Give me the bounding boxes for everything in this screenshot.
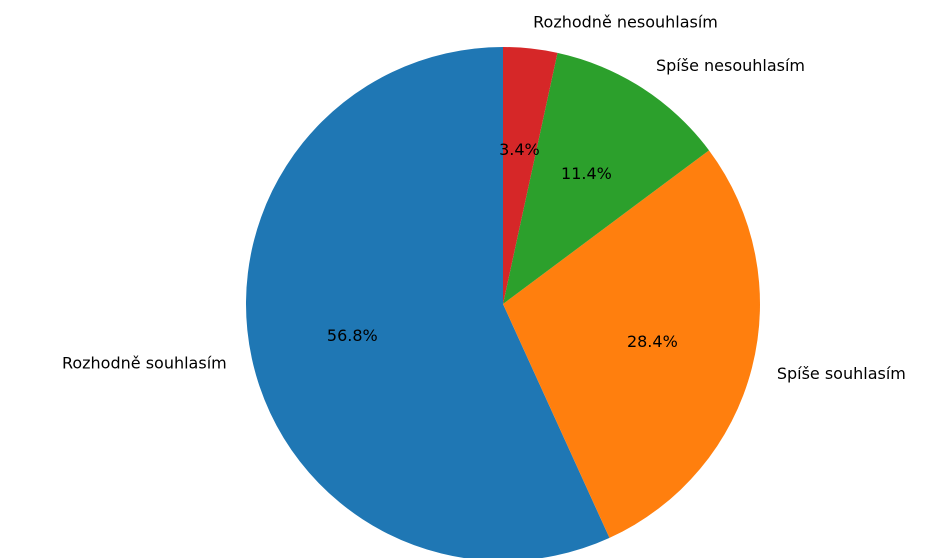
- pie-slice: [503, 52, 710, 305]
- pie-slice: [503, 47, 558, 304]
- slice-value-label: 3.4%: [499, 140, 540, 159]
- pie-slice: [503, 150, 760, 538]
- slice-value-label: 11.4%: [561, 164, 612, 183]
- slice-label: Rozhodně nesouhlasím: [533, 12, 718, 31]
- slice-value-label: 28.4%: [627, 332, 678, 351]
- slice-label: Spíše souhlasím: [777, 364, 906, 383]
- slice-label: Rozhodně souhlasím: [62, 353, 227, 372]
- slice-label: Spíše nesouhlasím: [656, 56, 805, 75]
- pie-slice: [246, 47, 610, 558]
- slice-value-label: 56.8%: [327, 326, 378, 345]
